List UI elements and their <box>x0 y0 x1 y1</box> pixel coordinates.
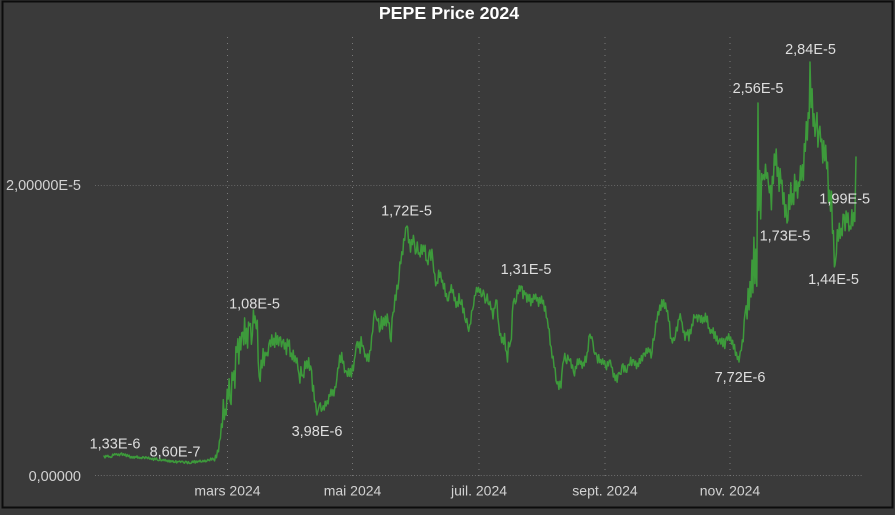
svg-text:0,00000: 0,00000 <box>29 469 81 485</box>
svg-text:juil. 2024: juil. 2024 <box>450 482 507 498</box>
svg-text:sept. 2024: sept. 2024 <box>572 482 638 498</box>
svg-text:1,44E-5: 1,44E-5 <box>808 272 859 288</box>
svg-text:1,99E-5: 1,99E-5 <box>819 192 870 208</box>
svg-text:2,84E-5: 2,84E-5 <box>785 42 836 58</box>
svg-text:3,98E-6: 3,98E-6 <box>292 424 343 440</box>
svg-text:2,56E-5: 2,56E-5 <box>733 81 784 97</box>
svg-text:nov. 2024: nov. 2024 <box>700 482 761 498</box>
svg-text:8,60E-7: 8,60E-7 <box>150 444 201 460</box>
svg-text:1,31E-5: 1,31E-5 <box>501 262 552 278</box>
svg-text:1,72E-5: 1,72E-5 <box>381 203 432 219</box>
svg-text:mars 2024: mars 2024 <box>194 482 260 498</box>
svg-text:PEPE Price 2024: PEPE Price 2024 <box>379 3 519 23</box>
svg-text:2,00000E-5: 2,00000E-5 <box>6 178 81 194</box>
svg-text:7,72E-6: 7,72E-6 <box>715 370 766 386</box>
svg-text:1,08E-5: 1,08E-5 <box>229 297 280 313</box>
svg-text:1,73E-5: 1,73E-5 <box>760 228 811 244</box>
svg-text:mai 2024: mai 2024 <box>324 482 382 498</box>
svg-text:1,33E-6: 1,33E-6 <box>90 436 141 452</box>
